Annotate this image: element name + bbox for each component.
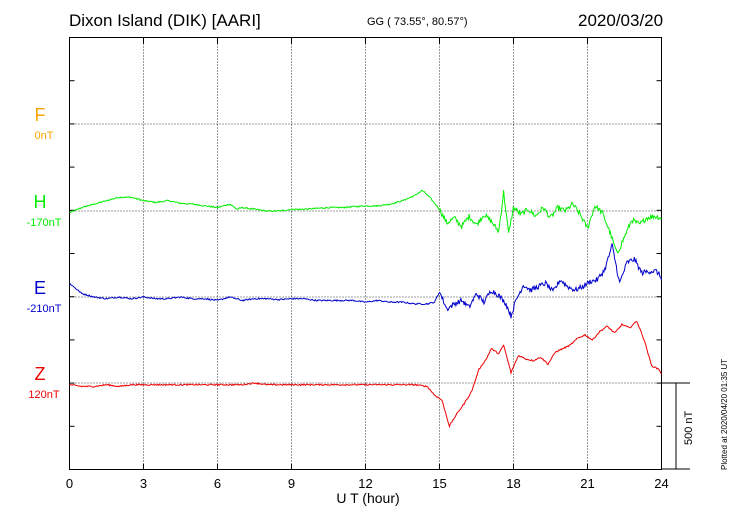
series-baseline-h: -170nT [27,217,62,229]
series-line-h [69,189,662,254]
traces [69,189,662,429]
x-axis-label: U T (hour) [336,490,399,506]
grid-lines [69,37,662,470]
x-tick-label: 24 [654,476,668,491]
series-baseline-z: 120nT [28,389,59,401]
scale-bar: 500 nT [662,382,695,470]
x-tick-label: 9 [288,476,295,491]
x-tick-label: 6 [214,476,221,491]
series-line-e [69,243,662,319]
axis-ticks: 0 3 6 9 12 15 18 21 24 [66,37,669,491]
series-name-f: F [35,105,46,125]
series-baseline-e: -210nT [27,303,62,315]
x-tick-label: 18 [506,476,520,491]
x-tick-label: 12 [358,476,372,491]
x-tick-label: 15 [432,476,446,491]
scale-bar-label: 500 nT [683,410,695,445]
series-line-z [69,321,662,429]
x-tick-label: 0 [66,476,73,491]
x-tick-label: 3 [140,476,147,491]
series-baseline-f: 0nT [35,130,54,142]
series-name-z: Z [35,364,46,384]
x-tick-label: 21 [580,476,594,491]
geographic-coordinates: GG ( 73.55°, 80.57°) [367,16,468,28]
station-title: Dixon Island (DIK) [AARI] [69,11,261,30]
component-labels: F 0nT H -170nT E -210nT Z 120nT [27,105,62,401]
series-name-e: E [34,278,46,298]
date-label: 2020/03/20 [578,11,664,30]
series-name-h: H [34,192,47,212]
